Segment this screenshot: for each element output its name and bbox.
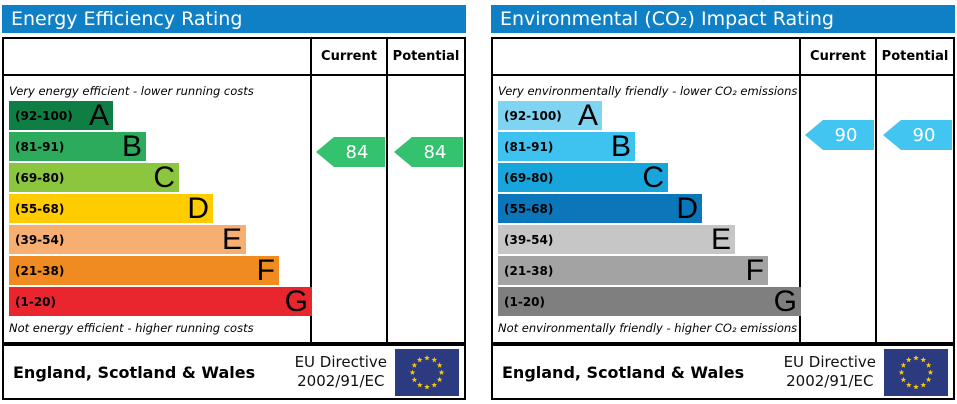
band-letter: A (88, 99, 109, 132)
band-range-label: (21-38) (15, 263, 65, 278)
potential-rating-arrow: 84 (394, 137, 463, 167)
current-column: Current 84 (310, 39, 386, 342)
band-letter: B (121, 130, 142, 163)
current-column-header: Current (801, 39, 875, 76)
band-letter: F (745, 254, 764, 287)
bottom-caption: Not environmentally friendly - higher CO… (498, 321, 798, 335)
potential-column-header: Potential (877, 39, 953, 76)
rating-bands: (92-100) A (81-91) B (69-80) C (55-68) D (39-54)… (498, 99, 801, 318)
band-range-label: (92-100) (504, 108, 562, 123)
rating-table: Very energy efficient - lower running co… (2, 37, 466, 344)
band-range-label: (81-91) (15, 139, 65, 154)
rating-table: Very environmentally friendly - lower CO… (491, 37, 955, 344)
panel-title-bar: Environmental (CO₂) Impact Rating (491, 5, 955, 33)
scale-column: Very environmentally friendly - lower CO… (493, 39, 801, 342)
panel-footer: England, Scotland & Wales EU Directive 2… (2, 344, 466, 400)
band-range-label: (21-38) (504, 263, 554, 278)
scale-body: Very energy efficient - lower running co… (4, 76, 312, 342)
band-g: (1-20) G (498, 285, 801, 318)
region-label: England, Scotland & Wales (13, 362, 256, 382)
environmental-impact-panel: Environmental (CO₂) Impact Rating Very e… (491, 5, 955, 400)
potential-arrow-area: 90 (877, 76, 953, 342)
eu-flag-icon (884, 348, 948, 396)
panel-title: Energy Efficiency Rating (11, 8, 243, 30)
band-range-label: (39-54) (504, 232, 554, 247)
band-c: (69-80) C (9, 161, 179, 194)
top-caption: Very energy efficient - lower running co… (9, 84, 254, 98)
band-letter: G (284, 285, 308, 318)
band-letter: A (577, 99, 598, 132)
rating-bands: (92-100) A (81-91) B (69-80) C (55-68) D (39-54)… (9, 99, 312, 318)
eu-directive-line1: EU Directive (783, 353, 876, 372)
band-range-label: (39-54) (15, 232, 65, 247)
eu-directive-line2: 2002/91/EC (297, 372, 385, 390)
band-letter: E (710, 223, 731, 256)
potential-column: Potential 90 (875, 39, 953, 342)
current-column-header: Current (312, 39, 386, 76)
band-a: (92-100) A (9, 99, 113, 132)
band-letter: C (153, 161, 175, 194)
panel-title: Environmental (CO₂) Impact Rating (500, 8, 834, 30)
band-letter: C (642, 161, 664, 194)
eu-directive-label: EU Directive 2002/91/EC (784, 353, 876, 391)
band-range-label: (1-20) (15, 294, 56, 309)
band-b: (81-91) B (9, 130, 146, 163)
band-e: (39-54) E (9, 223, 246, 256)
band-letter: G (773, 285, 797, 318)
potential-column-header: Potential (388, 39, 464, 76)
band-a: (92-100) A (498, 99, 602, 132)
band-d: (55-68) D (9, 192, 213, 225)
potential-column: Potential 84 (386, 39, 464, 342)
eu-flag-icon (395, 348, 459, 396)
scale-column: Very energy efficient - lower running co… (4, 39, 312, 342)
band-g: (1-20) G (9, 285, 312, 318)
region-label: England, Scotland & Wales (502, 362, 745, 382)
current-arrow-area: 90 (801, 76, 875, 342)
band-letter: E (221, 223, 242, 256)
eu-directive-label: EU Directive 2002/91/EC (295, 353, 387, 391)
band-range-label: (55-68) (15, 201, 65, 216)
scale-header-spacer (493, 39, 799, 76)
band-c: (69-80) C (498, 161, 668, 194)
current-arrow-area: 84 (312, 76, 386, 342)
band-f: (21-38) F (498, 254, 768, 287)
eu-directive-line2: 2002/91/EC (786, 372, 874, 390)
band-range-label: (55-68) (504, 201, 554, 216)
panel-footer: England, Scotland & Wales EU Directive 2… (491, 344, 955, 400)
band-range-label: (69-80) (15, 170, 65, 185)
top-caption: Very environmentally friendly - lower CO… (498, 84, 798, 98)
band-range-label: (92-100) (15, 108, 73, 123)
band-e: (39-54) E (498, 223, 735, 256)
band-letter: D (187, 192, 209, 225)
potential-rating-arrow: 90 (883, 120, 952, 150)
band-range-label: (1-20) (504, 294, 545, 309)
band-letter: F (256, 254, 275, 287)
current-column: Current 90 (799, 39, 875, 342)
energy-efficiency-panel: Energy Efficiency Rating Very energy eff… (2, 5, 466, 400)
current-rating-arrow: 84 (316, 137, 385, 167)
bottom-caption: Not energy efficient - higher running co… (9, 321, 254, 335)
band-letter: B (610, 130, 631, 163)
band-range-label: (81-91) (504, 139, 554, 154)
panel-title-bar: Energy Efficiency Rating (2, 5, 466, 33)
potential-arrow-area: 84 (388, 76, 464, 342)
band-d: (55-68) D (498, 192, 702, 225)
band-range-label: (69-80) (504, 170, 554, 185)
scale-header-spacer (4, 39, 310, 76)
eu-directive-line1: EU Directive (294, 353, 387, 372)
scale-body: Very environmentally friendly - lower CO… (493, 76, 801, 342)
band-letter: D (676, 192, 698, 225)
band-b: (81-91) B (498, 130, 635, 163)
band-f: (21-38) F (9, 254, 279, 287)
current-rating-arrow: 90 (805, 120, 874, 150)
